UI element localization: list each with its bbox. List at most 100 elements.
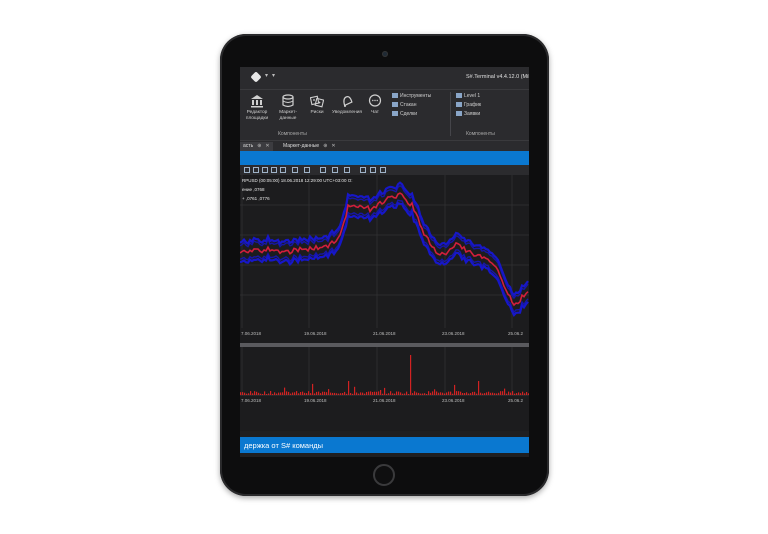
volume-bar — [318, 391, 320, 395]
app-logo-icon — [250, 71, 262, 83]
volume-bar — [456, 391, 458, 395]
pane-splitter[interactable] — [240, 343, 529, 347]
volume-bar — [524, 393, 526, 395]
volume-bar — [522, 391, 524, 395]
chart-button[interactable]: График — [456, 102, 481, 108]
share-icon[interactable] — [370, 167, 376, 173]
price-chart[interactable]: RPUSD (00:05:00) 18.06.2018 12:29:00 UTC… — [240, 175, 529, 343]
indicator-tool-icon[interactable] — [280, 167, 286, 173]
orders-button[interactable]: Заявки — [456, 111, 480, 117]
volume-bar — [336, 393, 338, 395]
volume-bar — [416, 392, 418, 395]
instruments-button[interactable]: Инструменты — [392, 93, 431, 99]
volume-bar — [288, 391, 290, 395]
tab-workspace[interactable]: асть ⊕ ✕ — [240, 142, 273, 151]
line-tool-icon[interactable] — [292, 167, 298, 173]
volume-bar — [316, 391, 318, 395]
volume-bar — [370, 391, 372, 395]
risk-dice-icon — [310, 95, 324, 108]
pin-icon[interactable]: ⊕ — [257, 143, 262, 149]
volume-bar — [366, 392, 368, 395]
close-icon[interactable]: ✕ — [331, 143, 336, 149]
tab-market-data[interactable]: Маркет-данные ⊕ ✕ — [280, 142, 339, 151]
volume-bar — [432, 391, 434, 395]
volume-bar — [434, 389, 436, 395]
volume-bar — [384, 387, 386, 395]
volume-bar — [400, 392, 402, 395]
lower-band-line — [240, 201, 529, 318]
customize-arrow-icon[interactable]: ▾ — [272, 73, 276, 79]
volume-chart-canvas[interactable] — [240, 347, 529, 431]
volume-bar — [290, 393, 292, 395]
shape-tool-icon[interactable] — [320, 167, 326, 173]
volume-bar — [466, 392, 468, 395]
ribbon-button-risks[interactable]: Риски — [300, 94, 334, 116]
volume-bar — [300, 392, 302, 395]
text-tool-icon[interactable] — [304, 167, 310, 173]
volume-bar — [298, 393, 300, 395]
volume-bar — [430, 392, 432, 395]
save-icon[interactable] — [360, 167, 366, 173]
price-chart-canvas[interactable] — [240, 175, 529, 343]
volume-bar — [342, 393, 344, 395]
volume-bar — [486, 392, 488, 395]
volume-bar — [326, 392, 328, 395]
trades-button[interactable]: Сделки — [392, 111, 417, 117]
volume-bar — [422, 393, 424, 395]
volume-bar — [462, 393, 464, 395]
volume-bar — [362, 392, 364, 395]
volume-x-label: 23.06.2018 — [442, 398, 465, 403]
volume-bar — [442, 392, 444, 395]
volume-bar — [376, 391, 378, 395]
volume-bar — [360, 392, 362, 395]
document-tabs: асть ⊕ ✕ Маркет-данные ⊕ ✕ — [240, 141, 529, 151]
tablet-frame: ▾ ▾ S#.Terminal v4.4.12.0 (Mikhail S Ред… — [220, 34, 549, 496]
upper-band-line — [240, 181, 529, 297]
crosshair-tool-icon[interactable] — [271, 167, 277, 173]
order-book-label: Стакан — [400, 102, 417, 108]
volume-bar — [266, 394, 268, 395]
level1-label: Level 1 — [464, 93, 481, 99]
volume-bar — [240, 392, 242, 395]
home-button[interactable] — [373, 464, 395, 486]
upper-band-inner-line — [240, 184, 529, 300]
level1-icon — [456, 93, 462, 98]
volume-bar — [484, 393, 486, 395]
volume-bar — [270, 391, 272, 395]
eraser-tool-icon[interactable] — [344, 167, 350, 173]
volume-bar — [242, 392, 244, 395]
dropdown-arrow-icon[interactable]: ▾ — [265, 73, 269, 79]
volume-bar — [388, 393, 390, 395]
volume-bar — [348, 381, 350, 395]
volume-bar — [438, 392, 440, 395]
pan-tool-icon[interactable] — [253, 167, 259, 173]
volume-bar — [252, 393, 254, 395]
volume-bar — [334, 392, 336, 395]
level1-button[interactable]: Level 1 — [456, 93, 480, 99]
pin-icon[interactable]: ⊕ — [323, 143, 328, 149]
volume-bar — [516, 393, 518, 395]
volume-bar — [378, 391, 380, 395]
terminal-window: ▾ ▾ S#.Terminal v4.4.12.0 (Mikhail S Ред… — [240, 67, 529, 457]
volume-bar — [306, 393, 308, 395]
zoom-tool-icon[interactable] — [262, 167, 268, 173]
cursor-tool-icon[interactable] — [244, 167, 250, 173]
volume-bar — [392, 393, 394, 395]
volume-bar — [320, 393, 322, 395]
volume-bar — [450, 391, 452, 395]
ribbon-button-label: Редактор площадки — [245, 110, 269, 121]
ribbon-button-editor[interactable]: Редактор площадки — [240, 94, 274, 121]
volume-bar — [296, 391, 298, 395]
order-book-button[interactable]: Стакан — [392, 102, 416, 108]
volume-chart[interactable]: 7.06.2018 19.06.2018 21.06.2018 23.06.20… — [240, 347, 529, 431]
label-tool-icon[interactable] — [332, 167, 338, 173]
orders-label: Заявки — [464, 111, 481, 117]
ribbon-button-chat[interactable]: Чат — [358, 94, 392, 116]
ribbon-button-notifications[interactable]: Уведомления — [330, 94, 364, 116]
volume-bar — [386, 393, 388, 395]
settings-icon[interactable] — [380, 167, 386, 173]
title-bar: ▾ ▾ S#.Terminal v4.4.12.0 (Mikhail S — [240, 67, 529, 89]
front-camera — [382, 51, 388, 57]
close-icon[interactable]: ✕ — [265, 143, 270, 149]
ribbon-button-market-data[interactable]: Маркет-данные — [271, 94, 305, 121]
